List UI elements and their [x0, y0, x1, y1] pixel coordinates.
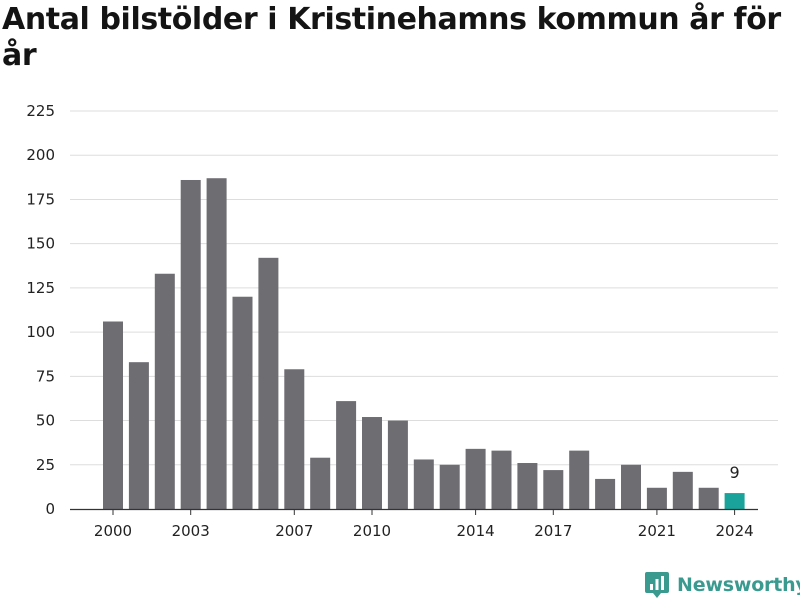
data-labels: 9 [730, 463, 740, 482]
x-tick-label-2003: 2003 [172, 522, 210, 540]
bar-2002 [154, 273, 175, 509]
y-tick-label-225: 225 [26, 102, 55, 120]
bar-2001 [128, 362, 149, 509]
y-tick-label-75: 75 [36, 367, 55, 385]
y-axis-tick-labels: 0 25 50 75 100 125 150 175 200 225 [26, 102, 55, 518]
bar-2014 [465, 448, 486, 509]
y-tick-label-150: 150 [26, 235, 55, 253]
y-tick-label-200: 200 [26, 146, 55, 164]
brand-name: Newsworthy [677, 574, 800, 596]
bar-2016 [517, 463, 538, 509]
x-tick-label-2007: 2007 [275, 522, 313, 540]
bars [103, 178, 745, 509]
x-tick-label-2024: 2024 [716, 522, 754, 540]
bar-2020 [621, 464, 641, 509]
y-tick-label-175: 175 [26, 190, 55, 208]
bar-2013 [439, 464, 460, 509]
bar-2021 [646, 487, 667, 509]
x-tick-label-2014: 2014 [457, 522, 495, 540]
x-tick-label-2000: 2000 [94, 522, 132, 540]
x-axis [70, 508, 758, 515]
bar-2004 [206, 178, 227, 509]
chart-title: Antal bilstölder i Kristinehamns kommun … [2, 2, 781, 73]
brand-logo: Newsworthy [644, 570, 800, 600]
x-tick-label-2021: 2021 [638, 522, 676, 540]
bar-2007 [284, 369, 305, 509]
bar-2003 [180, 179, 201, 509]
y-tick-label-25: 25 [36, 456, 55, 474]
bar-2018 [569, 450, 590, 509]
x-tick-label-2010: 2010 [353, 522, 391, 540]
y-tick-label-125: 125 [26, 279, 55, 297]
bar-2009 [336, 401, 357, 509]
y-tick-label-0: 0 [45, 500, 55, 518]
bar-2008 [310, 457, 331, 509]
bar-2017 [543, 470, 564, 509]
bar-2015 [491, 450, 512, 509]
y-tick-label-50: 50 [36, 412, 55, 430]
data-label-2024: 9 [730, 463, 740, 482]
bar-2022 [672, 471, 693, 509]
bar-2024 [724, 493, 745, 509]
bar-2012 [413, 459, 434, 509]
bar-2005 [232, 296, 253, 509]
newsworthy-logo-icon [645, 572, 669, 598]
bar-2006 [258, 257, 279, 509]
bar-2023 [698, 487, 719, 509]
x-axis-tick-labels: 2000 2003 2007 2010 2014 2017 2021 2024 [94, 522, 754, 540]
bar-2000 [103, 321, 123, 509]
y-tick-label-100: 100 [26, 323, 55, 341]
bar-2019 [595, 478, 616, 509]
gridlines [70, 110, 778, 466]
bar-2010 [362, 417, 382, 509]
x-tick-label-2017: 2017 [534, 522, 572, 540]
bar-2011 [387, 420, 408, 509]
